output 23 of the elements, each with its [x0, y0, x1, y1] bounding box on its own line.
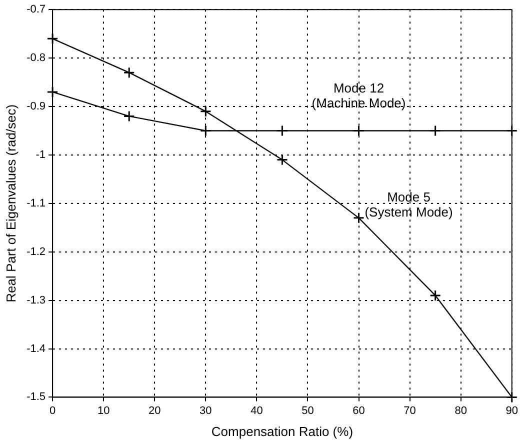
- y-tick-label: -1.3: [26, 294, 46, 306]
- x-tick-label: 10: [97, 404, 110, 417]
- y-tick-label: -1: [36, 148, 46, 161]
- y-tick-label: -1.5: [26, 391, 46, 404]
- x-tick-label: 80: [454, 404, 467, 417]
- y-tick-label: -0.7: [26, 4, 46, 16]
- series-label: Mode 5 (System Mode): [364, 190, 453, 220]
- y-tick-label: -1.2: [26, 246, 46, 258]
- x-tick-label: 30: [200, 404, 212, 417]
- y-tick-label: -1.1: [26, 197, 46, 210]
- y-axis-title: Real Part of Eigenvalues (rad/sec): [3, 104, 18, 302]
- y-tick-label: -1.4: [26, 342, 46, 355]
- x-tick-label: 50: [302, 404, 314, 417]
- x-tick-label: 20: [148, 404, 161, 417]
- series-label: Mode 12 (Machine Mode): [312, 80, 406, 110]
- x-tick-label: 70: [404, 404, 416, 417]
- x-tick-label: 0: [49, 404, 56, 417]
- x-tick-label: 90: [506, 404, 518, 417]
- x-tick-label: 40: [250, 404, 263, 417]
- y-tick-label: -0.8: [26, 52, 46, 64]
- y-tick-label: -0.9: [26, 100, 46, 113]
- x-axis-title: Compensation Ratio (%): [211, 424, 354, 439]
- x-tick-label: 60: [352, 404, 365, 417]
